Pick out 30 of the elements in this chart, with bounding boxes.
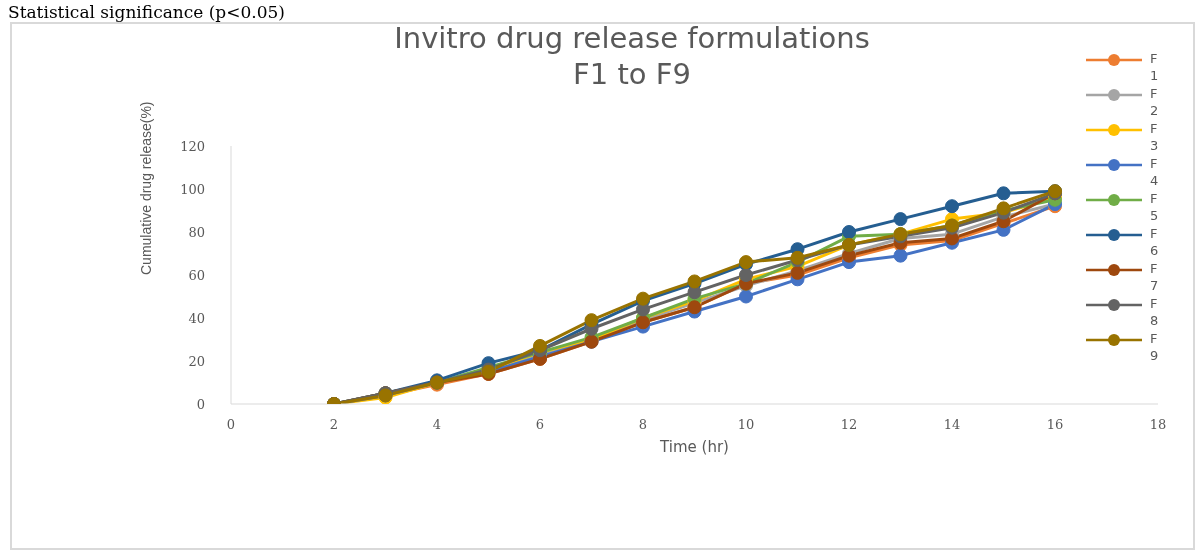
x-axis-title: Time (hr) bbox=[659, 438, 729, 456]
x-tick-label: 16 bbox=[1046, 417, 1064, 433]
y-tick-label: 100 bbox=[180, 181, 205, 197]
y-tick-label: 40 bbox=[188, 310, 205, 326]
y-tick-label: 20 bbox=[188, 353, 205, 369]
y-tick-label: 0 bbox=[196, 396, 205, 412]
y-tick-label: 60 bbox=[188, 267, 205, 283]
legend-label: F2 bbox=[1150, 85, 1160, 119]
legend-label: F8 bbox=[1150, 295, 1160, 329]
legend-label: F9 bbox=[1150, 330, 1160, 364]
y-tick-label: 80 bbox=[188, 224, 205, 240]
text: Statistical significance (p<0.05) bbox=[8, 2, 285, 22]
legend-label: F6 bbox=[1150, 225, 1160, 259]
x-tick-label: 0 bbox=[226, 417, 236, 433]
x-tick-label: 10 bbox=[737, 417, 755, 433]
x-tick-label: 18 bbox=[1149, 417, 1167, 433]
x-tick-label: 2 bbox=[329, 417, 339, 433]
y-tick-label: 120 bbox=[180, 138, 205, 154]
x-tick-label: 14 bbox=[943, 417, 961, 433]
chart-title: Invitro drug release formulations F1 to F9 bbox=[393, 20, 871, 92]
legend-label: F5 bbox=[1150, 190, 1160, 224]
legend-label: F1 bbox=[1150, 50, 1160, 84]
x-tick-label: 4 bbox=[432, 417, 442, 433]
legend-label: F7 bbox=[1150, 260, 1160, 294]
x-tick-label: 12 bbox=[840, 417, 858, 433]
legend-label: F4 bbox=[1150, 155, 1160, 189]
x-tick-label: 6 bbox=[535, 417, 545, 433]
y-axis-title: Cumulative drug release(%) bbox=[137, 101, 154, 275]
x-tick-label: 8 bbox=[638, 417, 648, 433]
legend-label: F3 bbox=[1150, 120, 1160, 154]
